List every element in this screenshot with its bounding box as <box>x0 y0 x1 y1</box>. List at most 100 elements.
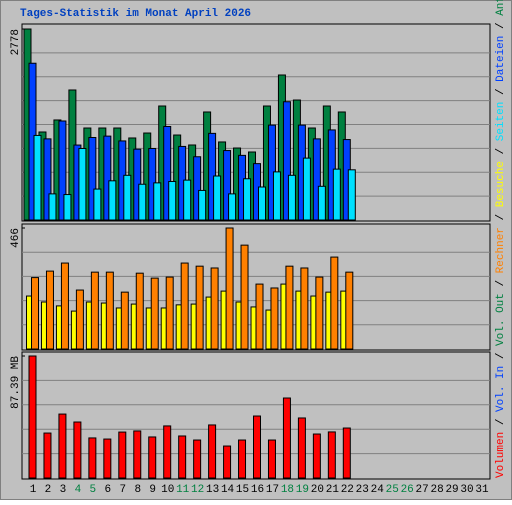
legend-separator: / <box>495 207 507 227</box>
legend: Volumen / Vol. In / Vol. Out / Rechner /… <box>495 0 507 478</box>
bar <box>33 134 42 221</box>
legend-entry: Vol. In <box>495 366 507 412</box>
x-tick-label: 29 <box>445 484 458 496</box>
bar <box>208 424 217 479</box>
x-tick-label: 17 <box>266 484 279 496</box>
bar <box>238 439 247 479</box>
bar <box>345 271 354 350</box>
bar <box>223 445 232 479</box>
bar <box>108 180 117 221</box>
legend-separator: / <box>495 16 507 36</box>
legend-separator: / <box>495 141 507 161</box>
bar <box>45 270 54 350</box>
bar <box>183 179 192 221</box>
bar <box>195 265 204 350</box>
x-tick-label: 13 <box>206 484 219 496</box>
bar <box>163 425 172 479</box>
bar <box>180 262 189 350</box>
bar <box>103 135 112 221</box>
bar <box>165 276 174 350</box>
bar <box>267 439 276 479</box>
bar <box>347 169 356 221</box>
bar <box>282 397 291 479</box>
bar <box>73 421 82 479</box>
bar <box>312 138 321 221</box>
bar <box>138 183 147 221</box>
x-tick-label: 28 <box>430 484 443 496</box>
bar <box>88 136 97 221</box>
bar <box>78 147 87 221</box>
x-tick-label: 27 <box>416 484 429 496</box>
x-tick-label: 18 <box>281 484 294 496</box>
x-tick-label: 23 <box>356 484 369 496</box>
x-tick-label: 12 <box>191 484 204 496</box>
chart-title: Tages-Statistik im Monat April 2026 <box>20 8 251 20</box>
x-tick-label: 24 <box>371 484 385 496</box>
bar <box>150 277 159 350</box>
x-tick-label: 16 <box>251 484 264 496</box>
bar <box>330 256 339 350</box>
x-tick-label: 14 <box>221 484 235 496</box>
legend-entry: Vol. Out <box>495 293 507 346</box>
bar <box>135 272 144 350</box>
legend-separator: / <box>495 273 507 293</box>
x-tick-label: 19 <box>296 484 309 496</box>
bar <box>120 291 129 350</box>
x-tick-label: 22 <box>341 484 354 496</box>
x-tick-label: 8 <box>134 484 141 496</box>
x-tick-label: 31 <box>475 484 489 496</box>
bar <box>253 415 261 479</box>
legend-entry: Seiten <box>495 102 507 142</box>
bar <box>123 174 132 221</box>
x-tick-label: 25 <box>386 484 399 496</box>
bar <box>272 171 281 221</box>
x-tick-label: 20 <box>311 484 324 496</box>
bar <box>178 435 187 479</box>
bar <box>315 276 324 350</box>
bar <box>327 431 336 479</box>
x-tick-label: 1 <box>30 484 37 496</box>
legend-entry: Volumen <box>495 432 507 478</box>
bar <box>332 168 341 221</box>
bar <box>270 287 279 350</box>
x-tick-label: 10 <box>161 484 174 496</box>
x-tick-label: 6 <box>105 484 112 496</box>
bar <box>225 227 234 350</box>
x-tick-label: 4 <box>75 484 82 496</box>
bar <box>118 431 127 479</box>
bar <box>193 439 202 479</box>
bar <box>240 244 249 350</box>
legend-entry: Anfragen <box>495 0 507 16</box>
bar <box>255 283 264 350</box>
bar <box>60 262 69 350</box>
bar <box>258 186 266 221</box>
bar <box>297 417 306 479</box>
bar <box>58 413 67 479</box>
x-tick-label: 2 <box>45 484 52 496</box>
bar <box>210 267 219 350</box>
bar <box>168 180 177 221</box>
y-tick-label: 87.39 MB <box>10 356 22 409</box>
legend-separator: / <box>495 346 507 366</box>
bar <box>317 185 326 221</box>
x-tick-label: 7 <box>119 484 126 496</box>
x-tick-label: 26 <box>401 484 414 496</box>
bar <box>300 267 309 350</box>
bar <box>105 271 114 350</box>
bar <box>28 355 37 479</box>
bar <box>133 430 142 479</box>
bar <box>75 289 84 350</box>
bar <box>163 125 172 221</box>
x-tick-label: 15 <box>236 484 249 496</box>
bar <box>153 182 162 221</box>
bar <box>243 178 252 221</box>
bar <box>285 265 294 350</box>
legend-entry: Dateien <box>495 36 507 82</box>
x-tick-label: 21 <box>326 484 340 496</box>
x-tick-label: 9 <box>149 484 156 496</box>
bar <box>63 194 72 221</box>
y-tick-label: 2778 <box>10 29 22 55</box>
x-tick-label: 11 <box>176 484 190 496</box>
bar <box>148 436 157 479</box>
